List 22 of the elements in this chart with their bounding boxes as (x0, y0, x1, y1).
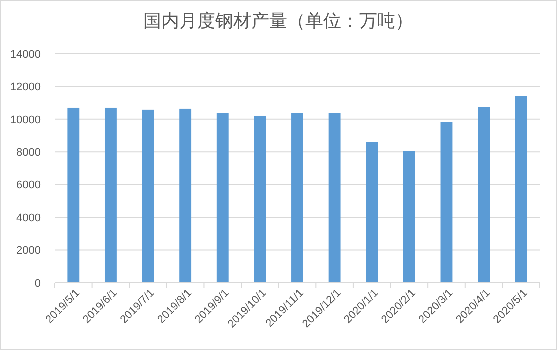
bar (328, 113, 341, 283)
bar (104, 108, 117, 283)
bar (440, 122, 453, 283)
bar (216, 113, 229, 283)
bar (142, 110, 154, 283)
y-tick-label: 6000 (16, 180, 41, 192)
y-tick-label: 14000 (10, 48, 41, 61)
bar (478, 107, 490, 283)
bar (68, 108, 80, 283)
bar (403, 151, 416, 283)
chart-title: 国内月度钢材产量（单位：万吨） (144, 11, 414, 31)
y-tick-label: 10000 (10, 114, 41, 126)
bar (515, 96, 528, 283)
bar (180, 108, 192, 283)
y-tick-label: 2000 (16, 245, 41, 258)
bar (292, 113, 304, 283)
bar (366, 142, 378, 283)
y-tick-label: 0 (34, 278, 41, 290)
bar (254, 116, 266, 283)
y-tick-label: 12000 (10, 82, 41, 94)
y-tick-label: 4000 (16, 212, 41, 224)
y-tick-label: 8000 (16, 146, 41, 159)
